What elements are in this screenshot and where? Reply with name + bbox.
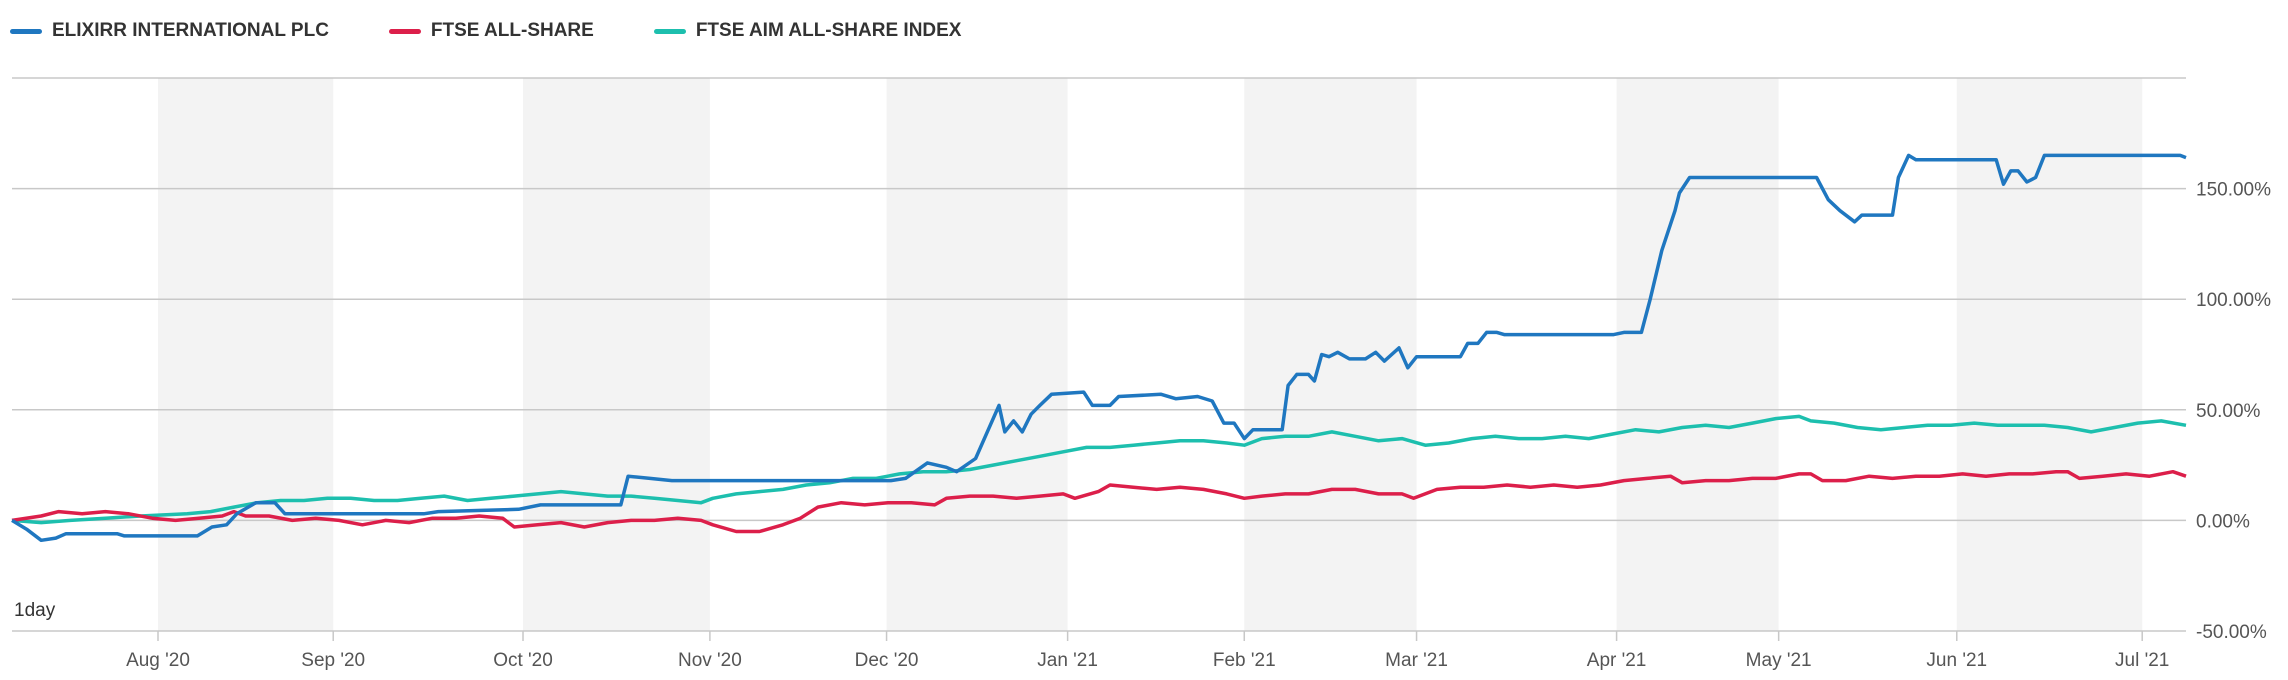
series-line-elixirr-international-plc	[11, 153, 2187, 543]
series-line-ftse-aim-all-share-index	[11, 414, 2187, 525]
legend-swatch	[653, 28, 686, 34]
legend-item-ftse-aim[interactable]: FTSE AIM ALL-SHARE INDEX	[653, 20, 962, 42]
x-tick-label: Feb '21	[1213, 650, 1276, 671]
period-label: 1day	[14, 600, 56, 621]
x-tick-label: May '21	[1746, 650, 1812, 671]
y-tick-label: -50.00%	[2196, 622, 2267, 643]
y-tick-label: 100.00%	[2196, 290, 2271, 311]
series-line-ftse-all-share	[11, 469, 2187, 534]
shaded-month-band	[158, 78, 334, 631]
x-tick-label: Apr '21	[1587, 650, 1647, 671]
legend-item-ftse-all-share[interactable]: FTSE ALL-SHARE	[388, 20, 594, 42]
x-tick-label: Oct '20	[493, 650, 553, 671]
legend-swatch	[10, 28, 42, 34]
shaded-month-band	[886, 78, 1068, 631]
legend-label: ELIXIRR INTERNATIONAL PLC	[52, 20, 329, 41]
y-tick-label: 0.00%	[2196, 511, 2250, 532]
legend-label: FTSE AIM ALL-SHARE INDEX	[695, 20, 962, 41]
x-tick-label: Mar '21	[1385, 650, 1448, 671]
x-tick-label: Dec '20	[855, 650, 919, 671]
legend-swatch	[388, 28, 421, 34]
x-tick-label: Jul '21	[2115, 650, 2169, 671]
x-tick-label: Sep '20	[301, 650, 365, 671]
shaded-month-band	[1956, 78, 2143, 631]
y-tick-label: 50.00%	[2196, 401, 2261, 422]
legend-item-elixirr[interactable]: ELIXIRR INTERNATIONAL PLC	[10, 20, 329, 42]
y-tick-label: 150.00%	[2196, 180, 2271, 201]
shaded-month-band	[523, 78, 710, 631]
x-tick-label: Jan '21	[1037, 650, 1098, 671]
x-tick-label: Nov '20	[678, 650, 742, 671]
chart-legend: ELIXIRR INTERNATIONAL PLC FTSE ALL-SHARE…	[10, 20, 961, 42]
x-tick-label: Aug '20	[126, 650, 190, 671]
legend-label: FTSE ALL-SHARE	[430, 20, 594, 41]
shaded-month-band	[1616, 78, 1779, 631]
x-tick-label: Jun '21	[1926, 650, 1987, 671]
